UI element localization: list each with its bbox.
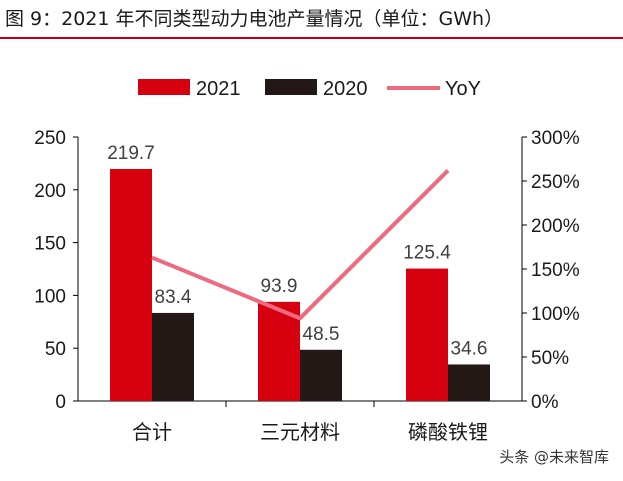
y-left-tick-label: 150 bbox=[34, 234, 66, 255]
x-tick-label: 三元材料 bbox=[260, 421, 340, 444]
data-label-2021: 219.7 bbox=[107, 143, 155, 164]
y-right-tick-label: 0% bbox=[531, 392, 559, 413]
legend-swatch-2020 bbox=[265, 79, 317, 95]
legend-label: 2020 bbox=[323, 78, 368, 100]
data-label-2020: 83.4 bbox=[155, 287, 192, 308]
title-divider bbox=[0, 37, 623, 39]
legend-label: YoY bbox=[445, 78, 481, 100]
y-left-tick-label: 50 bbox=[45, 339, 66, 360]
bar-2020-0 bbox=[152, 312, 194, 401]
y-right-tick-label: 300% bbox=[531, 128, 580, 149]
bar-2021-1 bbox=[258, 301, 300, 401]
bar-2020-1 bbox=[300, 349, 342, 401]
y-right-tick-label: 100% bbox=[531, 304, 580, 325]
y-right-tick-label: 150% bbox=[531, 260, 580, 281]
x-tick-label: 磷酸铁锂 bbox=[408, 421, 488, 444]
bar-2021-0 bbox=[110, 168, 152, 401]
data-label-2021: 125.4 bbox=[403, 243, 451, 264]
y-left-tick-label: 100 bbox=[34, 286, 66, 307]
y-right-tick-label: 200% bbox=[531, 216, 580, 237]
bar-2020-2 bbox=[448, 364, 490, 401]
chart-data-labels: 219.7 93.9 125.4 83.4 48.5 34.6 bbox=[107, 143, 487, 359]
watermark: 头条 @未来智库 bbox=[499, 448, 609, 466]
data-label-2021: 93.9 bbox=[261, 276, 298, 297]
chart-bars bbox=[110, 168, 490, 401]
data-label-2020: 34.6 bbox=[451, 338, 488, 359]
y-right-tick-label: 50% bbox=[531, 348, 569, 369]
legend-label: 2021 bbox=[196, 78, 241, 100]
y-right-tick-label: 250% bbox=[531, 172, 580, 193]
legend-swatch-2021 bbox=[138, 79, 190, 95]
y-left-tick-label: 0 bbox=[55, 392, 66, 413]
data-label-2020: 48.5 bbox=[303, 324, 340, 345]
chart-yoy-line bbox=[151, 169, 450, 321]
y-left-tick-label: 200 bbox=[34, 181, 66, 202]
figure-title: 图 9：2021 年不同类型动力电池产量情况（单位：GWh） bbox=[5, 8, 504, 30]
chart-legend: 2021 2020 YoY bbox=[138, 78, 481, 100]
x-tick-label: 合计 bbox=[132, 421, 172, 444]
y-left-tick-label: 250 bbox=[34, 128, 66, 149]
bar-2021-2 bbox=[406, 268, 448, 401]
